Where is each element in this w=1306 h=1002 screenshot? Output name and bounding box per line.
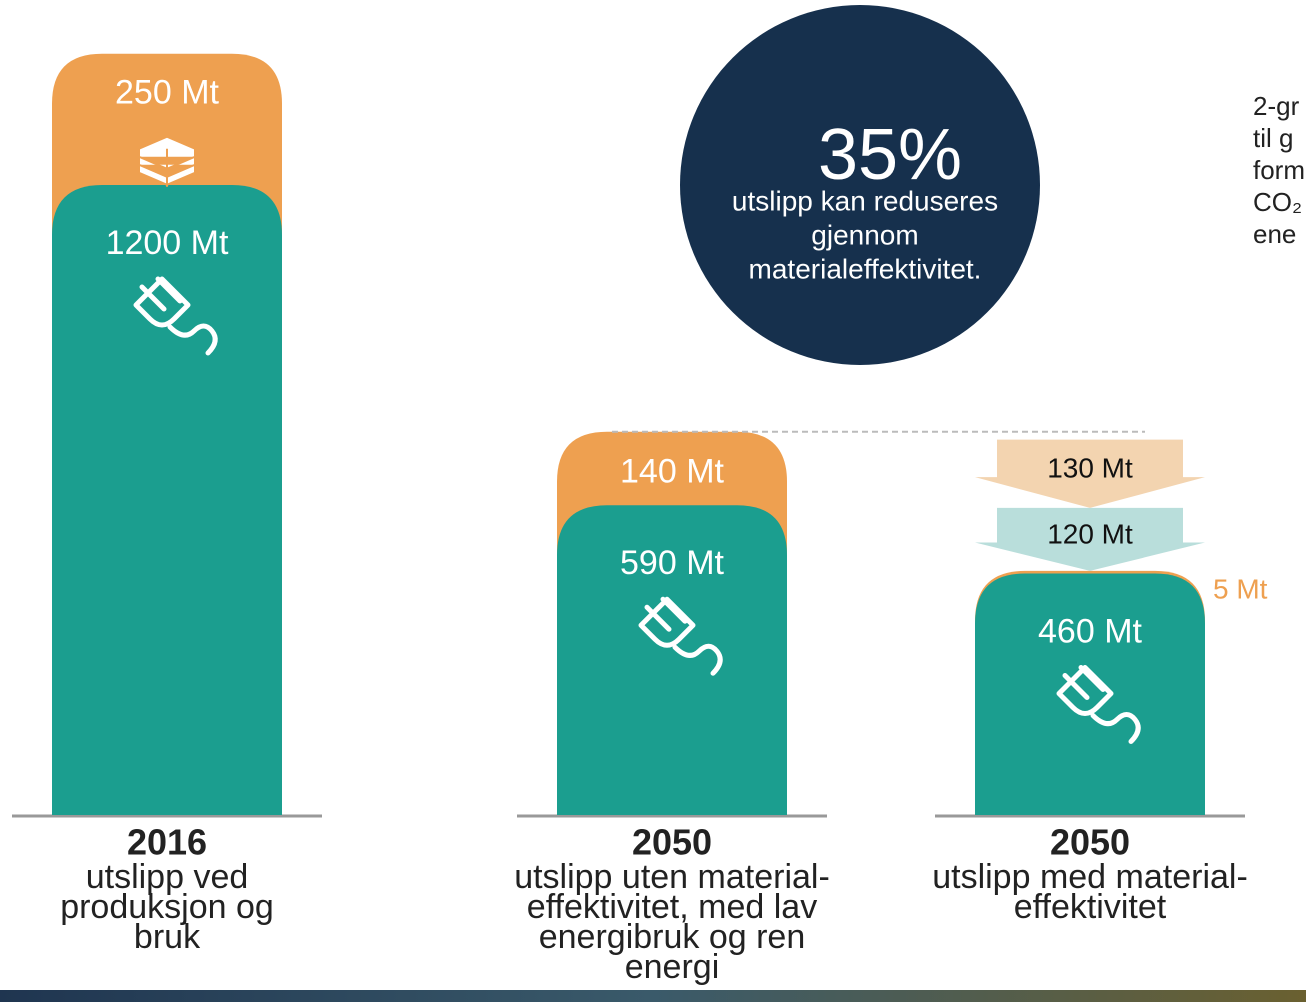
category-description: energi <box>625 948 720 986</box>
side-note: form <box>1253 155 1305 185</box>
category-label: 2050 <box>1050 822 1130 863</box>
bar-segment <box>975 574 1205 816</box>
side-note: 2-gr <box>1253 91 1300 121</box>
value-label: 5 Mt <box>1213 573 1268 604</box>
side-note: ene <box>1253 219 1296 249</box>
category-description: effektivitet <box>1014 888 1167 926</box>
side-note: til g <box>1253 123 1293 153</box>
callout-text: materialeffektivitet. <box>749 253 982 284</box>
category-description: bruk <box>134 918 201 956</box>
category-label: 2050 <box>632 822 712 863</box>
value-label: 140 Mt <box>620 452 724 490</box>
value-label: 460 Mt <box>1038 612 1142 650</box>
reduction-label: 130 Mt <box>1047 453 1133 484</box>
callout-text: gjennom <box>811 219 918 250</box>
side-note: CO₂ <box>1253 187 1302 217</box>
infographic: 1200 Mt250 Mt2016utslipp vedproduksjon o… <box>0 0 1306 1002</box>
value-label: 250 Mt <box>115 73 219 111</box>
value-label: 590 Mt <box>620 544 724 582</box>
callout-value: 35% <box>818 115 962 195</box>
bottom-strip <box>0 990 1306 1002</box>
reduction-label: 120 Mt <box>1047 519 1133 550</box>
bar-segment <box>52 185 282 815</box>
callout-text: utslipp kan reduseres <box>732 185 998 216</box>
value-label: 1200 Mt <box>106 224 229 262</box>
category-label: 2016 <box>127 822 207 863</box>
